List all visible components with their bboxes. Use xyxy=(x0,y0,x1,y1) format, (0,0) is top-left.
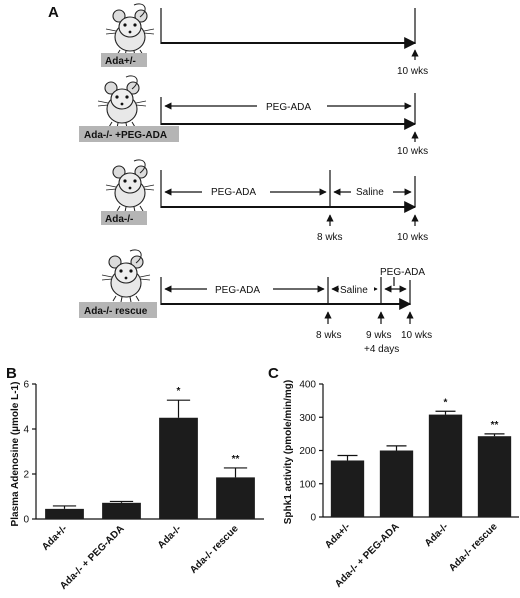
bar xyxy=(330,460,365,517)
bar xyxy=(45,508,84,519)
tick-label: 10 wks xyxy=(397,146,428,157)
x-category-label: Ada-/- rescue xyxy=(447,521,500,574)
group-label: Ada-/- rescue xyxy=(84,306,148,317)
y-tick-label: 200 xyxy=(299,446,316,457)
tick-label: 10 wks xyxy=(401,330,432,341)
mouse-icon xyxy=(101,249,151,303)
x-category-label: Ada-/- xyxy=(156,523,184,551)
bar xyxy=(216,477,255,519)
x-category-label: Ada-/- rescue xyxy=(188,523,241,576)
timeline-group-peg: Ada-/- +PEG-ADA PEG-ADA 10 wks xyxy=(79,75,428,157)
group-label-box xyxy=(101,211,147,225)
tick-label: 8 wks xyxy=(317,232,343,243)
tick-label: 8 wks xyxy=(316,330,342,341)
segment-label: Saline xyxy=(356,187,384,198)
y-tick-label: 6 xyxy=(23,380,29,391)
segment-label: Saline xyxy=(340,285,368,296)
significance-marker: ** xyxy=(491,420,499,431)
tick-label: +4 days xyxy=(364,344,399,355)
y-tick-label: 0 xyxy=(23,515,29,526)
bar xyxy=(159,417,198,519)
y-tick-label: 4 xyxy=(23,425,29,436)
x-category-label: Ada-/- xyxy=(423,521,451,549)
y-tick-label: 2 xyxy=(23,470,29,481)
tick-label: 9 wks xyxy=(366,330,392,341)
mouse-icon xyxy=(105,159,155,213)
timeline-group-ko: Ada-/- PEG-ADA Saline 8 wks 10 wks xyxy=(101,159,428,243)
panel-label-b: B xyxy=(6,365,17,382)
timeline-group-rescue: Ada-/- rescue PEG-ADA Saline PEG-ADA 8 w… xyxy=(79,249,432,355)
x-category-label: Ada+/- xyxy=(40,523,70,553)
timeline-group-het: Ada+/- 10 wks xyxy=(101,3,428,77)
y-axis-label: Sphk1 activity (pmole/min/mg) xyxy=(283,380,294,524)
tick-label: 10 wks xyxy=(397,66,428,77)
group-label-box xyxy=(79,126,179,142)
panel-label-c: C xyxy=(268,365,279,382)
y-tick-label: 100 xyxy=(299,479,316,490)
tick-label: 10 wks xyxy=(397,232,428,243)
segment-label: PEG-ADA xyxy=(211,187,256,198)
significance-marker: ** xyxy=(232,454,240,465)
mouse-icon xyxy=(97,75,147,129)
bar xyxy=(102,502,141,519)
significance-marker: * xyxy=(444,397,448,408)
segment-label: PEG-ADA xyxy=(215,285,260,296)
group-label: Ada-/- +PEG-ADA xyxy=(84,130,167,141)
y-tick-label: 400 xyxy=(299,380,316,391)
segment-label: PEG-ADA xyxy=(380,267,425,278)
bar xyxy=(428,414,463,517)
y-axis-label: Plasma Adenosine (µmole L-1) xyxy=(10,382,21,527)
group-label-box xyxy=(101,53,147,67)
group-label: Ada-/- xyxy=(105,214,133,225)
segment-label: PEG-ADA xyxy=(266,102,311,113)
panel-label-a: A xyxy=(48,4,59,21)
x-category-label: Ada-/- + PEG-ADA xyxy=(58,523,126,591)
y-tick-label: 0 xyxy=(310,513,316,524)
group-label: Ada+/- xyxy=(105,56,136,67)
significance-marker: * xyxy=(177,386,181,397)
group-label-box xyxy=(79,302,157,318)
bar xyxy=(477,436,512,517)
chart-b: 0 2 4 6 Ada+/-Ada-/- + PEG-ADA * Ada-/- ** Ada-/… xyxy=(23,380,264,592)
x-category-label: Ada+/- xyxy=(323,521,353,551)
y-tick-label: 300 xyxy=(299,413,316,424)
mouse-icon xyxy=(105,3,155,57)
bar xyxy=(379,450,414,517)
